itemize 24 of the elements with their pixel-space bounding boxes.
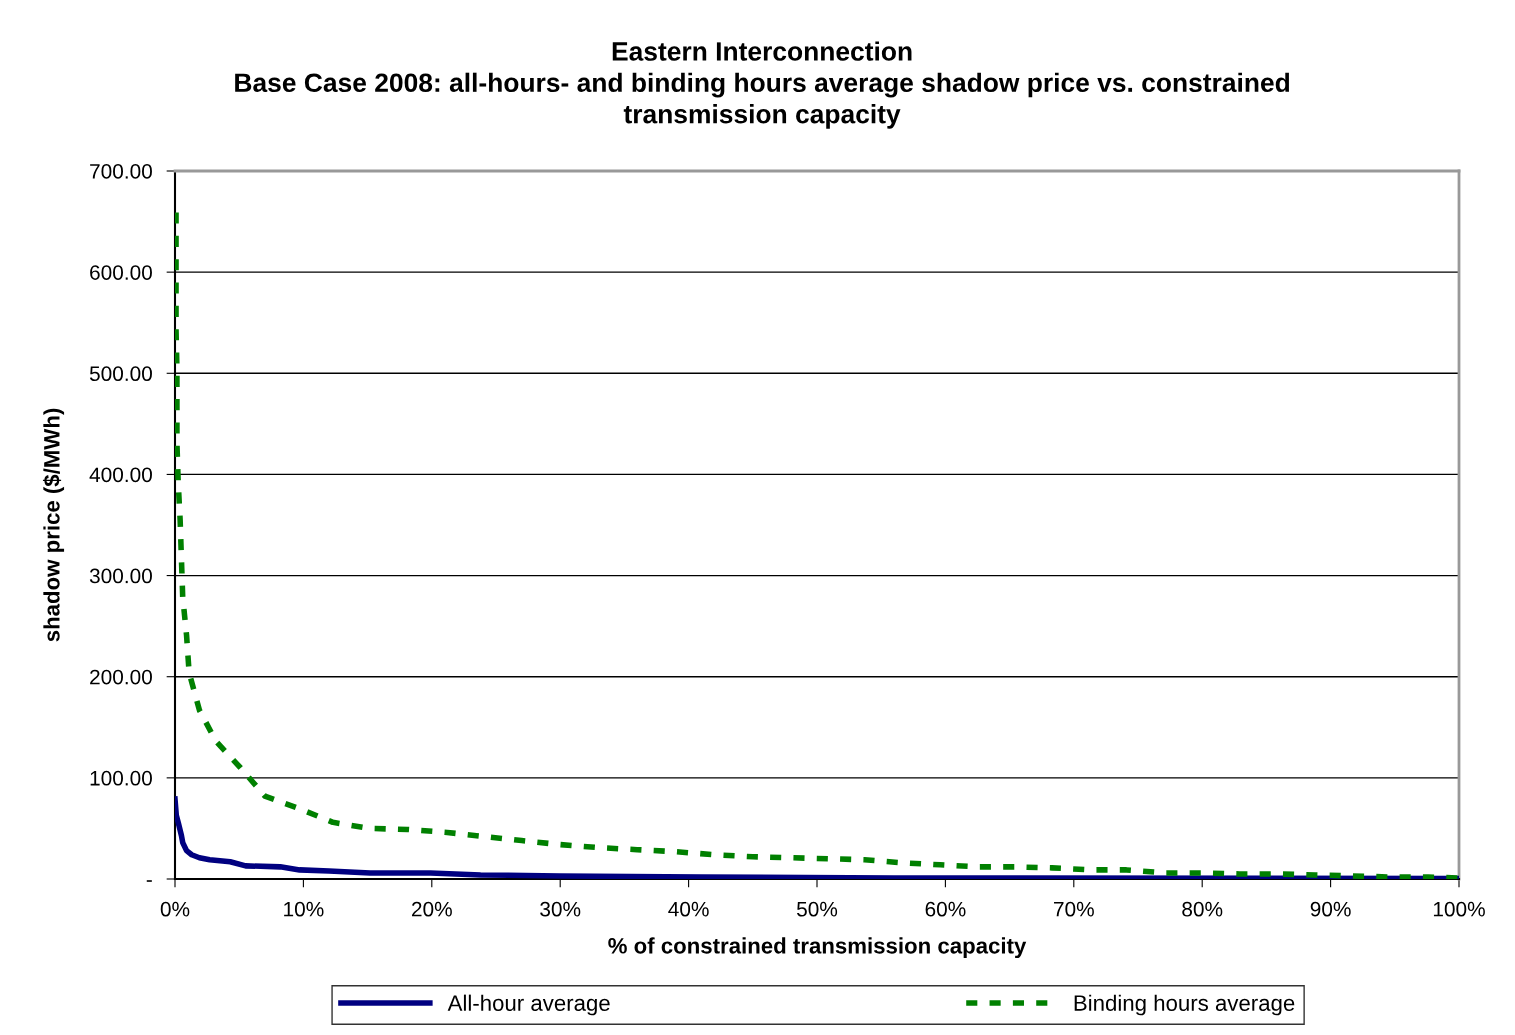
x-tick-label: 90%: [1310, 901, 1351, 917]
x-axis-title: % of constrained transmission capacity: [608, 937, 1027, 959]
x-tick-label: 100%: [1433, 901, 1485, 917]
y-tick-label: 100.00: [90, 770, 152, 786]
y-axis-title: shadow price ($/MWh): [42, 408, 65, 642]
x-tick-label: 60%: [925, 901, 966, 917]
x-tick-label: 10%: [284, 901, 324, 917]
y-tick-label: 500.00: [89, 366, 152, 382]
chart-title: Eastern Interconnection Base Case 2008: all-hours- and binding hours average shadow price vs. constrained transmission capacity: [235, 41, 1290, 129]
x-tick-label: 0%: [160, 901, 190, 917]
x-tick-label: 70%: [1054, 901, 1094, 917]
x-tick-label: 30%: [540, 901, 581, 917]
x-tick-label: 40%: [668, 901, 709, 917]
y-tick-label: -: [146, 880, 152, 882]
y-tick-label: 700.00: [90, 164, 152, 179]
x-tick-label: 20%: [412, 901, 452, 917]
x-tick-label: 50%: [796, 901, 838, 917]
y-tick-label: 400.00: [89, 467, 152, 483]
legend-label: All-hour average: [447, 994, 610, 1016]
y-tick-label: 200.00: [90, 669, 152, 685]
legend-label: Binding hours average: [1074, 994, 1295, 1016]
y-tick-label: 300.00: [89, 568, 152, 584]
x-tick-label: 80%: [1182, 901, 1223, 917]
y-tick-label: 600.00: [90, 265, 152, 280]
